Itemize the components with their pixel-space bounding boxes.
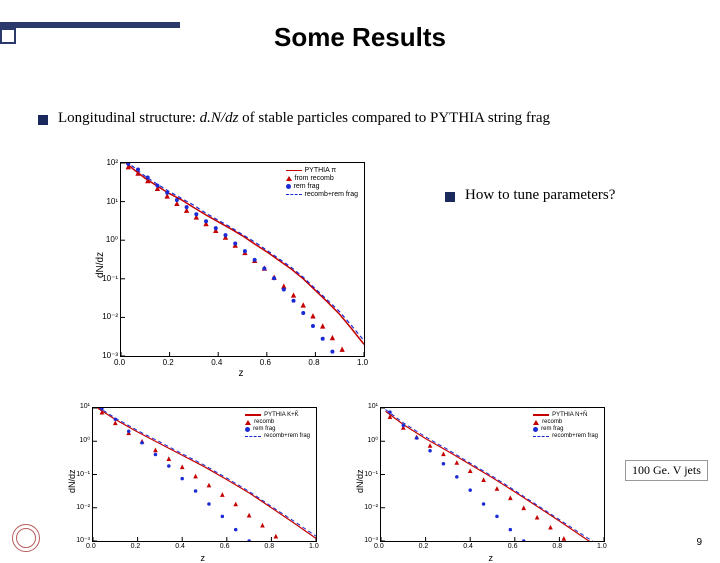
bullet1-prefix: Longitudinal structure:	[58, 110, 200, 126]
seal-icon	[12, 524, 40, 552]
chart-bottom-right: 0.00.20.40.60.81.010⁻³10⁻²10⁻¹10⁰10¹dN/d…	[380, 407, 605, 542]
bullet-text-1: Longitudinal structure: d.N/dz of stable…	[58, 110, 550, 127]
chart-bottom-left: 0.00.20.40.60.81.010⁻³10⁻²10⁻¹10⁰10¹dN/d…	[92, 407, 317, 542]
bullet-longitudinal: Longitudinal structure: d.N/dz of stable…	[38, 110, 678, 127]
bullet-marker-2	[445, 192, 455, 202]
note-jets: 100 Ge. V jets	[625, 460, 708, 481]
bullet1-suffix: of stable particles compared to PYTHIA s…	[238, 110, 550, 126]
accent-bar	[0, 22, 180, 28]
bullet-tune: How to tune parameters?	[445, 187, 615, 204]
chart-main: 0.00.20.40.60.81.010⁻³10⁻²10⁻¹10⁰10¹10²d…	[120, 162, 365, 357]
page-number: 9	[696, 537, 702, 548]
accent-box	[0, 28, 16, 44]
bullet1-italic: d.N/dz	[200, 110, 239, 126]
bullet-text-2: How to tune parameters?	[465, 187, 615, 204]
bullet-marker	[38, 115, 48, 125]
